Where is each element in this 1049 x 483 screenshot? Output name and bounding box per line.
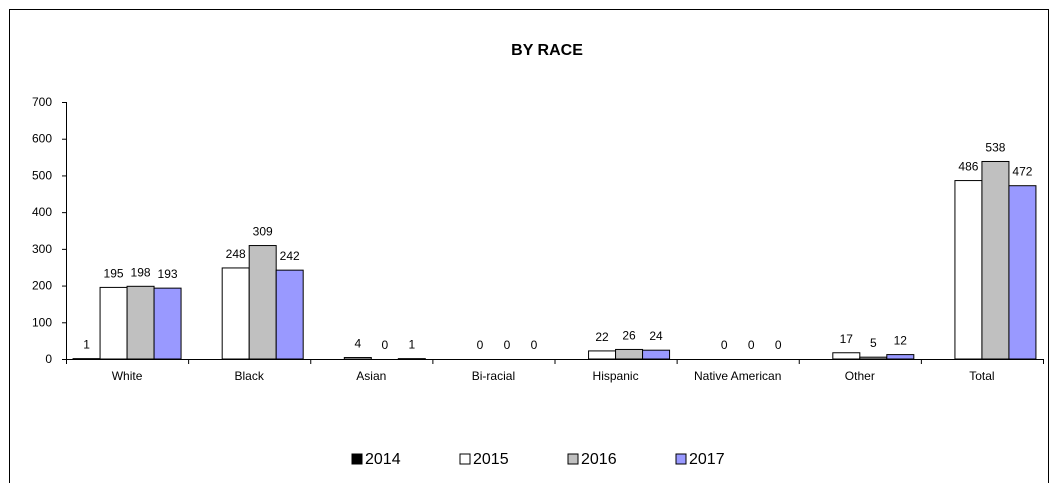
bar-hispanic-2017 [642, 349, 671, 360]
data-label-hispanic-2016: 26 [622, 328, 636, 342]
bar-asian-2015 [343, 357, 372, 360]
legend-label-2015: 2015 [473, 451, 509, 468]
data-label-hispanic-2017: 24 [649, 329, 663, 343]
data-label-other-2015: 17 [840, 332, 854, 346]
bar-other-2015 [832, 352, 861, 360]
bars [72, 160, 1037, 360]
y-tick-label: 600 [32, 132, 52, 146]
data-label-black-2015: 248 [226, 247, 246, 261]
data-label-white-2017: 193 [158, 267, 178, 281]
x-tick-label-white: White [112, 369, 143, 383]
y-axis: 0 100 200 300 400 500 600 700 [32, 95, 67, 366]
data-label-total-2016: 538 [985, 140, 1005, 154]
x-tick-label-hispanic: Hispanic [593, 369, 639, 383]
x-tick-label-bi-racial: Bi-racial [472, 369, 515, 383]
chart-border [9, 9, 1049, 483]
y-tick-label: 100 [32, 315, 52, 329]
chart-title: BY RACE [511, 42, 583, 59]
bar-hispanic-2016 [615, 348, 644, 360]
x-tick-label-black: Black [235, 369, 265, 383]
x-tick-label-native-american: Native American [694, 369, 781, 383]
x-tick-label-asian: Asian [356, 369, 386, 383]
y-tick-label: 300 [32, 242, 52, 256]
data-label-native-american-2015: 0 [721, 338, 728, 352]
data-label-native-american-2017: 0 [775, 338, 782, 352]
bar-black-2016 [248, 245, 277, 360]
bar-other-2017 [886, 354, 915, 360]
bar-total-2016 [981, 160, 1010, 360]
data-labels: 1 195 198 193 248 309 242 4 0 1 0 0 0 22 26 24 0 0 0 17 5 12 4… [83, 140, 1033, 352]
data-label-bi-racial-2016: 0 [504, 338, 511, 352]
legend-label-2017: 2017 [689, 451, 725, 468]
bar-total-2015 [954, 180, 983, 360]
x-tick-label-total: Total [969, 369, 994, 383]
legend: 2014 2015 2016 2017 [351, 451, 725, 468]
data-label-black-2017: 242 [280, 249, 300, 263]
y-tick-label: 500 [32, 168, 52, 182]
data-label-black-2016: 309 [253, 225, 273, 239]
y-tick-label: 200 [32, 279, 52, 293]
y-tick-label: 400 [32, 205, 52, 219]
bar-white-2017 [153, 287, 182, 360]
data-label-asian-2017: 1 [408, 338, 415, 352]
bar-white-2015 [99, 286, 128, 360]
legend-label-2014: 2014 [365, 451, 401, 468]
bar-other-2016 [859, 356, 888, 360]
bar-hispanic-2015 [588, 350, 617, 360]
data-label-bi-racial-2017: 0 [531, 338, 538, 352]
data-label-total-2017: 472 [1012, 165, 1032, 179]
legend-swatch-2016 [567, 453, 579, 465]
legend-label-2016: 2016 [581, 451, 617, 468]
data-label-hispanic-2015: 22 [595, 330, 609, 344]
bar-total-2017 [1008, 185, 1037, 360]
data-label-asian-2016: 0 [381, 338, 388, 352]
bar-black-2015 [221, 267, 250, 360]
bar-white-2016 [126, 285, 155, 360]
bar-black-2017 [275, 269, 304, 360]
legend-swatch-2014 [351, 453, 363, 465]
legend-swatch-2015 [459, 453, 471, 465]
data-label-other-2016: 5 [870, 336, 877, 350]
x-tick-label-other: Other [845, 369, 875, 383]
data-label-native-american-2016: 0 [748, 338, 755, 352]
data-label-asian-2015: 4 [354, 337, 361, 351]
y-tick-label: 700 [32, 95, 52, 109]
data-label-white-2015: 195 [104, 266, 124, 280]
data-label-white-2016: 198 [131, 265, 151, 279]
y-tick-label: 0 [45, 352, 52, 366]
data-label-other-2017: 12 [894, 334, 908, 348]
data-label-white-2014: 1 [83, 338, 90, 352]
legend-swatch-2017 [675, 453, 687, 465]
data-label-bi-racial-2015: 0 [477, 338, 484, 352]
data-label-total-2015: 486 [958, 160, 978, 174]
